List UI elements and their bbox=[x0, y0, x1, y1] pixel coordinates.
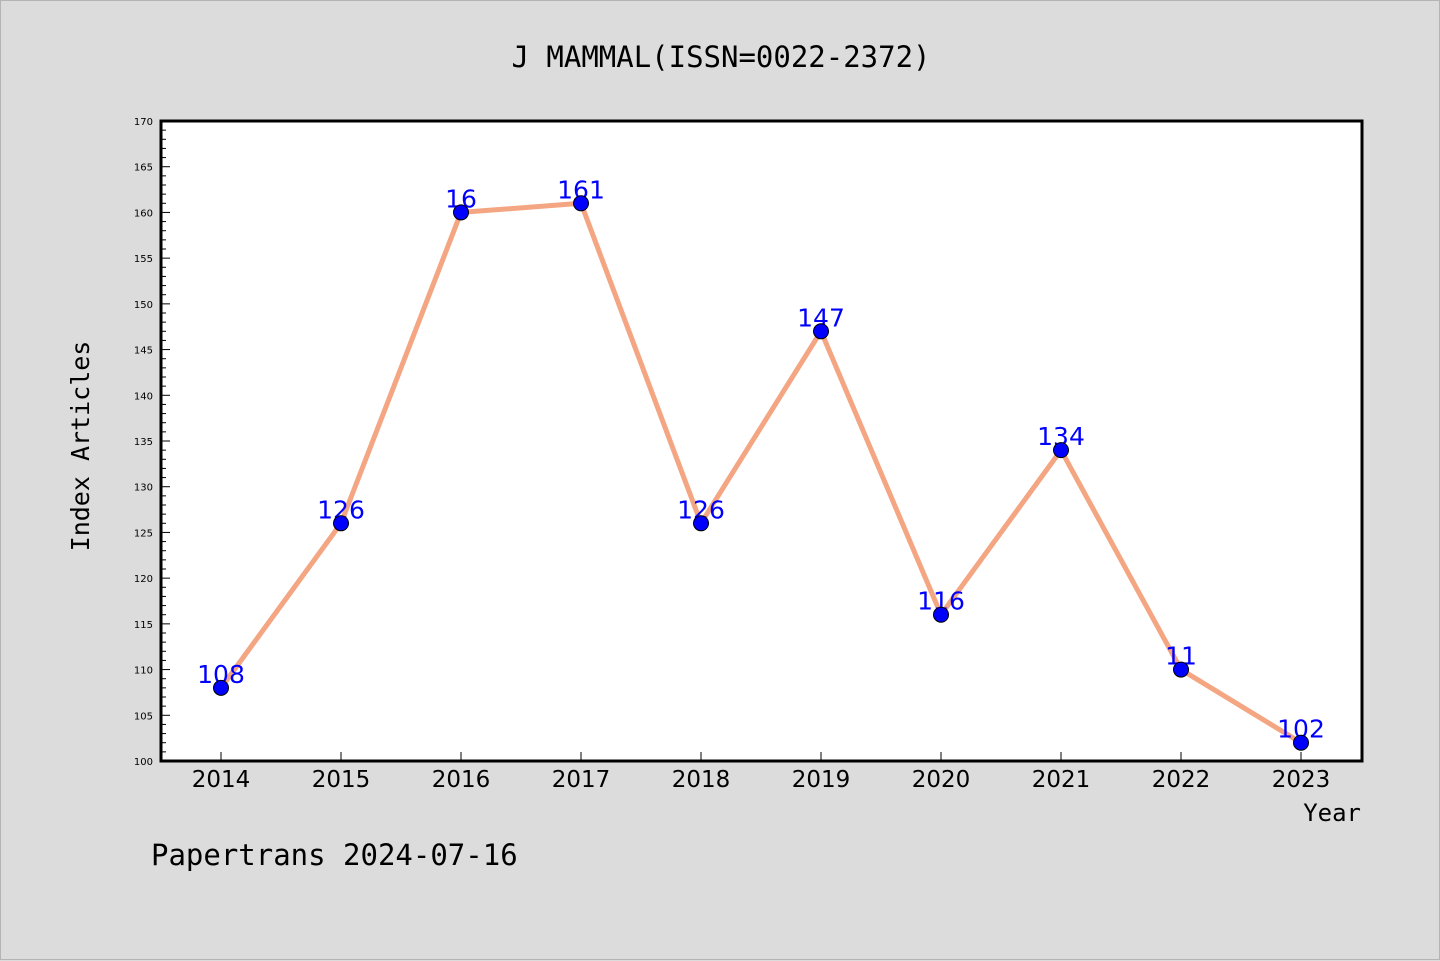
y-tick-label: 145 bbox=[134, 346, 153, 357]
x-tick-label: 2021 bbox=[1032, 767, 1091, 793]
y-tick-label: 155 bbox=[134, 254, 153, 265]
data-point bbox=[813, 323, 829, 340]
x-tick-label: 2020 bbox=[912, 767, 971, 793]
y-tick-label: 105 bbox=[134, 711, 153, 722]
x-tick-label: 2019 bbox=[792, 767, 851, 793]
x-axis: 2014 2015 2016 2017 2018 2019 2020 2021 2022 2023 bbox=[192, 752, 1331, 793]
y-tick-label: 135 bbox=[134, 437, 153, 448]
y-tick-label: 110 bbox=[134, 666, 153, 677]
data-point bbox=[693, 515, 709, 532]
x-tick-label: 2014 bbox=[192, 767, 251, 793]
x-tick-label: 2017 bbox=[552, 767, 611, 793]
series-line bbox=[218, 200, 1304, 746]
plot-area bbox=[159, 119, 1364, 763]
data-point bbox=[1293, 734, 1309, 751]
data-point bbox=[1053, 442, 1069, 459]
y-tick-label: 140 bbox=[134, 391, 153, 402]
x-tick-label: 2015 bbox=[312, 767, 371, 793]
y-tick-label: 125 bbox=[134, 528, 153, 539]
data-point bbox=[933, 606, 949, 623]
y-tick-label: 150 bbox=[134, 300, 153, 311]
chart-title: J MAMMAL(ISSN=0022-2372) bbox=[511, 40, 930, 74]
y-tick-label: 130 bbox=[134, 483, 153, 494]
data-point bbox=[333, 515, 349, 532]
y-tick-label: 170 bbox=[134, 117, 153, 128]
y-tick-label: 100 bbox=[134, 757, 153, 768]
series-line-group bbox=[218, 200, 1304, 746]
data-point bbox=[213, 679, 229, 696]
x-axis-label: Year bbox=[1303, 799, 1361, 827]
x-tick-label: 2018 bbox=[672, 767, 731, 793]
x-tick-label: 2022 bbox=[1152, 767, 1211, 793]
data-markers bbox=[213, 195, 1309, 751]
data-point bbox=[1173, 661, 1189, 678]
footer-credit: Papertrans 2024-07-16 bbox=[151, 838, 518, 872]
y-tick-label: 160 bbox=[134, 208, 153, 219]
data-point bbox=[573, 195, 589, 212]
x-tick-label: 2023 bbox=[1272, 767, 1331, 793]
data-point bbox=[453, 204, 469, 221]
y-axis-label: Index Articles bbox=[66, 341, 95, 552]
y-tick-label: 165 bbox=[134, 163, 153, 174]
y-tick-label: 120 bbox=[134, 574, 153, 585]
x-tick-label: 2016 bbox=[432, 767, 491, 793]
y-tick-label: 115 bbox=[134, 620, 153, 631]
y-axis: 100 105 110 115 120 125 130 135 140 145 150 155 160 1… bbox=[134, 117, 170, 768]
